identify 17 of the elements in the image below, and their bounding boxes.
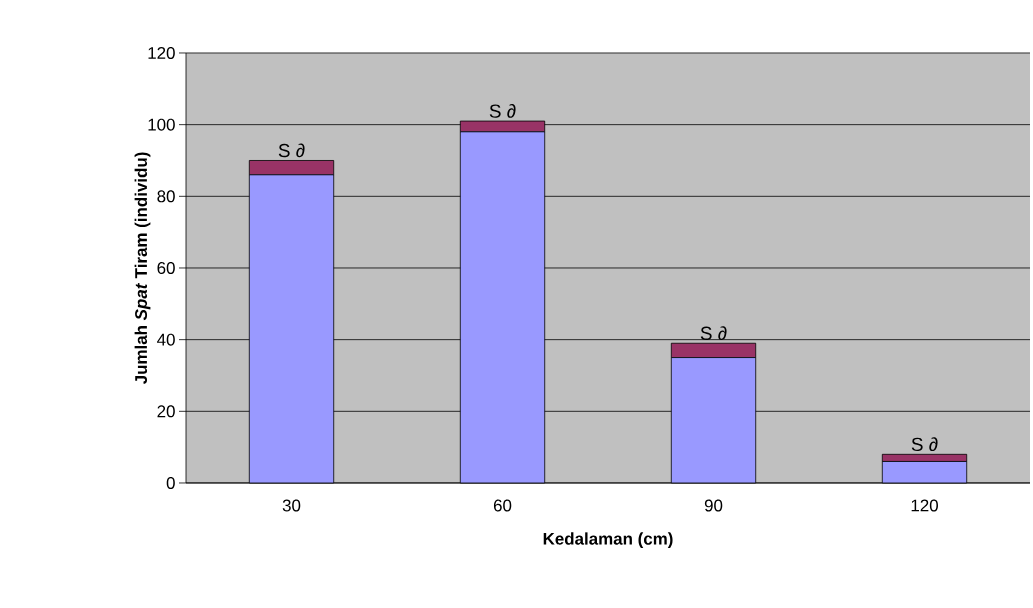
annotation: S ∂ <box>278 143 305 158</box>
y-tick-label: 60 <box>157 261 175 274</box>
y-tick-label: 20 <box>157 405 175 418</box>
annotation: S ∂ <box>489 103 516 118</box>
x-tick-label: 30 <box>282 499 301 512</box>
y-tick-label: 120 <box>148 46 175 59</box>
y-axis-title: Jumlah Spat Tiram (individu) <box>134 152 151 385</box>
annotation: S ∂ <box>700 326 727 341</box>
y-tick-label: 40 <box>157 333 175 346</box>
x-tick-label: 90 <box>704 499 723 512</box>
y-tick-label: 80 <box>157 190 175 203</box>
annotation: S ∂ <box>911 437 938 452</box>
x-tick-label: 120 <box>911 499 938 512</box>
x-tick-label: 60 <box>493 499 512 512</box>
y-tick-label: 100 <box>148 118 175 131</box>
y-tick-label: 0 <box>166 476 175 489</box>
x-axis-title: Kedalaman (cm) <box>543 532 673 549</box>
